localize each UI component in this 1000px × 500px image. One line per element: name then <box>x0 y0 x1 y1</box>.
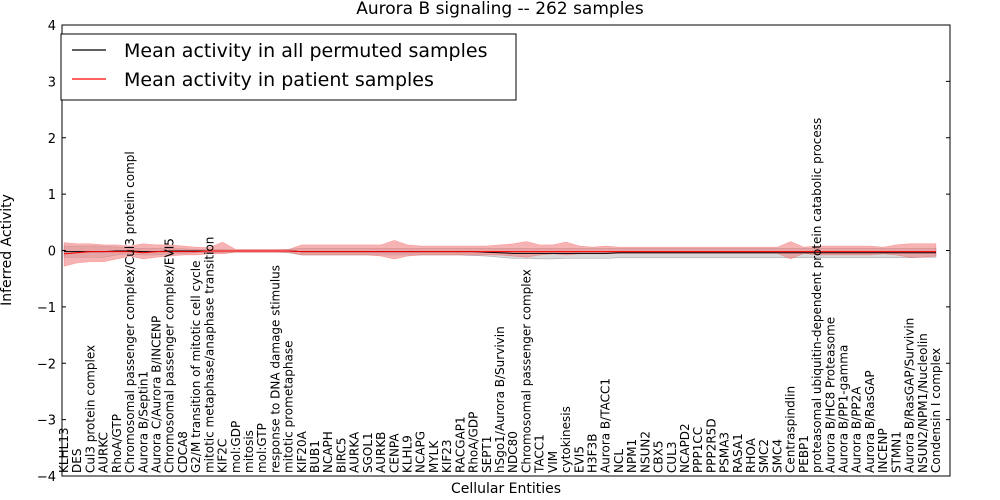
x-tick-label: PPP1CC <box>691 427 705 473</box>
x-tick-labels: KLHL13 DES Cul3 protein complex AURKC RhoA/G… <box>57 118 943 474</box>
x-tick-label: AURKA <box>348 431 362 473</box>
x-tick-label: Aurora B/HC8 Proteasome <box>823 317 837 473</box>
x-tick-label: RACGAP1 <box>453 416 467 473</box>
x-tick-label: RhoA/GDP <box>467 412 481 473</box>
x-tick-label: INCENP <box>876 428 890 473</box>
x-tick-label: mol:GTP <box>255 423 269 473</box>
x-tick-label: KLHL13 <box>57 427 71 473</box>
x-tick-label: SMC4 <box>770 439 784 473</box>
x-tick-label: Chromosomal passenger complex/EVI5 <box>163 238 177 473</box>
y-tick-label: −3 <box>37 414 56 429</box>
chart-title: Aurora B signaling -- 262 samples <box>356 0 644 19</box>
x-tick-label: CDCA8 <box>176 431 190 473</box>
x-tick-label: Chromosomal passenger complex/Cul3 prote… <box>123 151 137 473</box>
x-tick-label: Centraspindlin <box>784 386 798 473</box>
x-tick-label: Aurora B/Septin1 <box>136 371 150 473</box>
y-tick-label: 4 <box>48 19 56 34</box>
x-tick-label: mitosis <box>242 430 256 473</box>
y-tick-label: 2 <box>48 132 56 147</box>
x-tick-label: CUL3 <box>665 442 679 473</box>
x-tick-label: PSMA3 <box>718 432 732 473</box>
x-tick-label: NCAPG <box>414 431 428 473</box>
x-tick-label: PEBP1 <box>797 435 811 473</box>
series-lines <box>63 250 936 255</box>
x-tick-label: RASA1 <box>731 433 745 473</box>
x-tick-label: AURKB <box>374 432 388 473</box>
x-tick-label: CBX5 <box>652 441 666 473</box>
x-tick-label: KIF2C <box>216 439 230 473</box>
line-patient <box>63 250 936 255</box>
x-tick-label: MYLK <box>427 440 441 473</box>
x-tick-label: EVI5 <box>572 446 586 473</box>
x-tick-label: VIM <box>546 451 560 473</box>
x-tick-label: NSUN2 <box>638 431 652 473</box>
x-tick-label: PPP2R5D <box>704 418 718 473</box>
x-tick-label: Aurora B/RasGAP/Survivin <box>903 318 917 473</box>
legend-box <box>60 33 517 101</box>
x-tick-label: BUB1 <box>308 440 322 473</box>
legend-label-permuted: Mean activity in all permuted samples <box>124 40 487 62</box>
y-tick-label: −2 <box>37 357 56 372</box>
y-tick-label: −4 <box>37 470 56 485</box>
x-tick-label: Aurora B/PP2A <box>850 386 864 473</box>
x-tick-label: hSgo1/Aurora B/Survivin <box>493 326 507 473</box>
y-tick-label: 1 <box>48 188 56 203</box>
x-axis-title: Cellular Entities <box>451 481 561 497</box>
x-tick-label: Condensin I complex <box>929 348 943 473</box>
x-tick-label: KIF20A <box>295 430 309 473</box>
x-tick-label: Aurora C/Aurora B/INCENP <box>149 316 163 473</box>
x-tick-label: mol:GDP <box>229 421 243 473</box>
x-tick-label: NCAPH <box>321 431 335 473</box>
x-tick-label: NCL <box>612 449 626 473</box>
y-tick-label: −1 <box>37 301 56 316</box>
x-tick-label: cytokinesis <box>559 406 573 473</box>
x-tick-label: RHOA <box>744 437 758 473</box>
x-tick-label: KIF23 <box>440 439 454 473</box>
x-tick-label: Cul3 protein complex <box>83 345 97 473</box>
x-tick-label: G2/M transition of mitotic cell cycle <box>189 260 203 473</box>
x-tick-label: RhoA/GTP <box>110 414 124 473</box>
x-tick-label: SGOL1 <box>361 432 375 473</box>
x-tick-label: Aurora B/RasGAP <box>863 370 877 473</box>
x-tick-label: AURKC <box>97 432 111 473</box>
x-tick-label: CENPA <box>387 433 401 473</box>
legend: Mean activity in all permuted samples Me… <box>60 33 517 101</box>
x-tick-label: DES <box>70 449 84 473</box>
y-ticks: −4 −3 −2 −1 0 1 2 3 4 <box>37 19 950 485</box>
x-tick-label: SEPT1 <box>480 436 494 473</box>
x-tick-label: NSUN2/NPM1/Nucleolin <box>916 333 930 473</box>
y-tick-label: 3 <box>48 75 56 90</box>
x-tick-label: mitotic prometaphase <box>282 341 296 474</box>
x-tick-label: NDC80 <box>506 431 520 473</box>
x-tick-label: H3F3B <box>585 434 599 473</box>
y-tick-label: 0 <box>48 245 56 260</box>
x-tick-label: Aurora B/PP1-gamma <box>837 345 851 473</box>
x-tick-label: STMN1 <box>889 431 903 473</box>
x-tick-label: NPM1 <box>625 439 639 473</box>
band-patient <box>63 240 937 267</box>
x-tick-label: NCAPD2 <box>678 423 692 473</box>
y-axis-title: Inferred Activity <box>0 194 15 306</box>
x-tick-label: Chromosomal passenger complex <box>519 269 533 473</box>
x-tick-label: mitotic metaphase/anaphase transition <box>202 237 216 473</box>
x-tick-label: response to DNA damage stimulus <box>268 265 282 473</box>
plot-frame <box>61 24 951 477</box>
x-tick-label: SMC2 <box>757 439 771 473</box>
x-tick-label: BIRC5 <box>334 437 348 473</box>
legend-label-patient: Mean activity in patient samples <box>124 69 434 91</box>
x-tick-label: proteasomal ubiquitin-dependent protein … <box>810 118 824 473</box>
x-tick-label: Aurora B/TACC1 <box>599 378 613 473</box>
x-tick-label: KLHL9 <box>401 435 415 473</box>
x-tick-label: TACC1 <box>533 434 547 474</box>
